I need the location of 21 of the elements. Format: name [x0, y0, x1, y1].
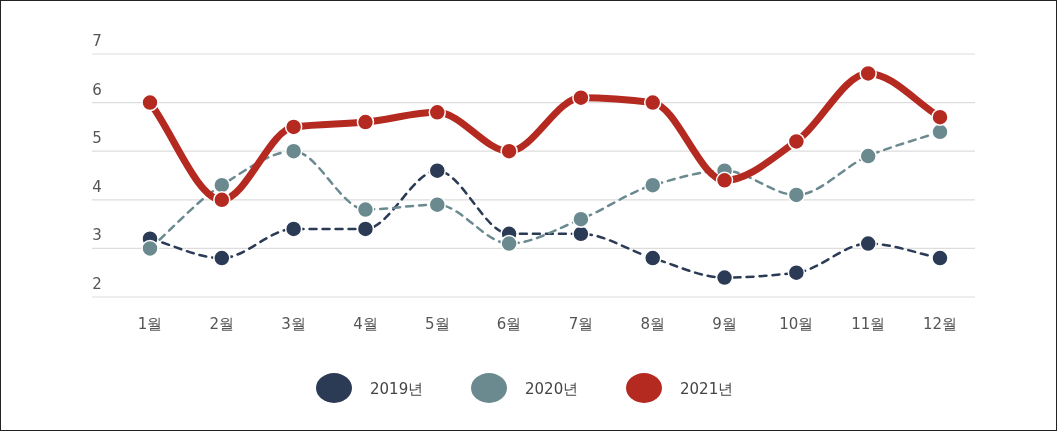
x-tick-label: 7월 [568, 315, 594, 333]
legend-label: 2019년 [370, 380, 424, 398]
x-tick-label: 12월 [922, 315, 958, 333]
x-tick-label: 2월 [209, 315, 235, 333]
x-tick-label: 4월 [353, 315, 378, 333]
y-tick-label: 7 [92, 32, 102, 50]
x-tick-label: 3월 [281, 315, 306, 333]
legend-label: 2020년 [525, 380, 579, 398]
legend-label: 2021년 [680, 380, 734, 398]
x-tick-label: 8월 [640, 315, 665, 333]
y-tick-label: 6 [92, 80, 102, 99]
x-tick-label: 1월 [137, 315, 163, 333]
y-tick-label: 5 [92, 129, 102, 148]
x-tick-label: 6월 [496, 315, 522, 333]
y-tick-label: 3 [92, 226, 102, 245]
y-tick-label: 2 [92, 275, 102, 293]
x-tick-label: 10월 [779, 315, 814, 333]
x-tick-label: 9월 [712, 315, 737, 333]
x-tick-label: 5월 [425, 315, 450, 333]
y-tick-label: 4 [92, 177, 102, 196]
x-tick-label: 11월 [851, 315, 886, 333]
